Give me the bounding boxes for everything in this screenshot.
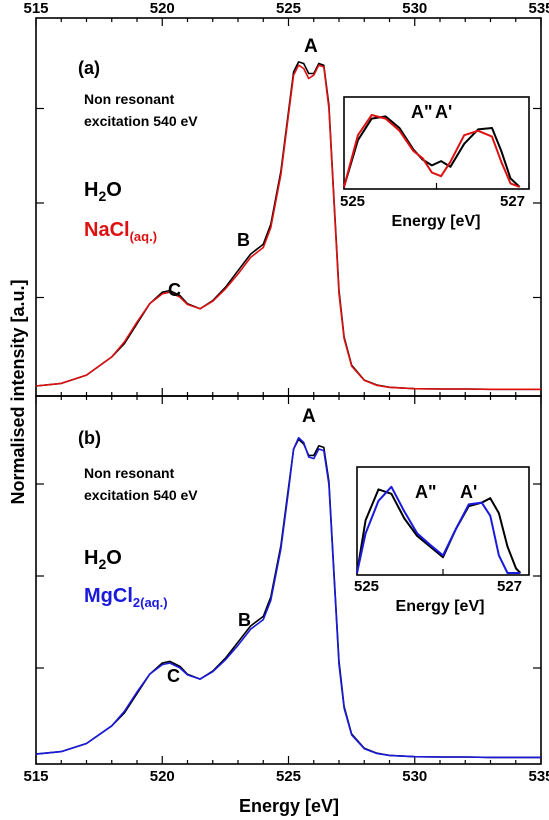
panel-b-inset-frame [356, 466, 530, 576]
panel-b-inset: A" A' 525 527 Energy [eV] [354, 466, 530, 615]
panel-a-inset-ticks [343, 183, 530, 189]
panel-b-peak-A: A [302, 406, 316, 427]
panel-a-inset-xlabel: Energy [eV] [392, 213, 481, 230]
panel-b-inset-label-A2: A" [415, 482, 437, 502]
panel-a-inset: A" A' 525 527 Energy [eV] [340, 96, 530, 230]
panel-a-peak-A: A [304, 36, 318, 57]
panel-a-legend-ref: H2O [84, 179, 122, 204]
panel-b-legend-sample-sub: 2(aq.) [133, 595, 168, 610]
x-tick-label-top-3: 530 [402, 0, 427, 17]
bottom-tick-labels: 515 520 525 530 535 [23, 768, 549, 785]
panel-a-peak-C: C [168, 280, 181, 300]
x-tick-label-bottom-0: 515 [23, 768, 48, 785]
panel-a-inset-xtick-right: 527 [500, 193, 525, 210]
panel-a-legend-ref-main: H [84, 179, 98, 201]
panel-a-legend-sample-sub: (aq.) [130, 229, 157, 244]
panel-b-legend-ref-tail: O [106, 547, 122, 569]
panel-a-note-line2: excitation 540 eV [84, 113, 198, 129]
panel-a-legend-sample-main: NaCl [84, 219, 130, 241]
panel-b-legend-sample-main: MgCl [84, 585, 133, 607]
panel-b-note-line2: excitation 540 eV [84, 487, 198, 503]
panel-b-legend-ref-main: H [84, 547, 98, 569]
panel-a-inset-series-line-0 [343, 115, 521, 188]
panel-a-inset-lines [343, 114, 521, 188]
panel-a-legend-ref-tail: O [106, 179, 122, 201]
x-tick-label-top-0: 515 [23, 0, 48, 17]
panel-b-peak-C: C [167, 666, 180, 686]
panel-b-inset-xtick-left: 525 [354, 578, 379, 595]
x-tick-label-top-4: 535 [528, 0, 549, 17]
panel-b-frame [35, 395, 542, 765]
top-tick-labels: 515 520 525 530 535 [23, 0, 549, 17]
panel-b-inset-series-line-1 [356, 485, 521, 574]
panel-b-inset-series-line-0 [356, 488, 522, 574]
panel-a-inset-series-line-1 [343, 114, 521, 188]
panel-b-legend-ref: H2O [84, 547, 122, 572]
panel-b-peak-B: B [238, 610, 251, 630]
panel-a-note-line1: Non resonant [84, 91, 175, 107]
panel-a-inset-label-A1: A' [435, 102, 452, 122]
panel-b-series-line-1 [35, 436, 541, 759]
y-axis-title: Normalised intensity [a.u.] [8, 279, 28, 504]
panel-b-legend-sample: MgCl2(aq.) [84, 585, 168, 610]
panel-b-inset-label-A1: A' [460, 482, 477, 502]
x-tick-label-bottom-4: 535 [528, 768, 549, 785]
panel-a-inset-xtick-left: 525 [340, 193, 365, 210]
panel-b-legend-ref-sub: 2 [98, 556, 106, 572]
panel-a-label: (a) [78, 58, 100, 78]
panel-a: (a) Non resonant excitation 540 eV H2O N… [35, 17, 542, 397]
panel-b-label: (b) [78, 428, 101, 448]
x-tick-label-bottom-2: 525 [276, 768, 301, 785]
panel-a-series-line-1 [35, 64, 541, 391]
panel-a-legend-sample: NaCl(aq.) [84, 219, 157, 244]
panel-b-lines [35, 436, 541, 759]
x-tick-label-top-1: 520 [150, 0, 175, 17]
panel-b: (b) Non resonant excitation 540 eV H2O M… [35, 395, 542, 765]
x-tick-label-top-2: 525 [276, 0, 301, 17]
panel-b-inset-lines [356, 485, 522, 574]
x-tick-label-bottom-1: 520 [150, 768, 175, 785]
panel-a-peak-B: B [237, 230, 250, 250]
panel-a-inset-label-A2: A" [411, 102, 433, 122]
x-axis-title: Energy [eV] [239, 796, 339, 816]
panel-b-inset-ticks [356, 569, 530, 575]
panel-a-ticks [35, 18, 542, 396]
x-tick-label-bottom-3: 530 [402, 768, 427, 785]
panel-b-ticks [35, 396, 542, 764]
panel-b-note-line1: Non resonant [84, 465, 175, 481]
panel-a-legend-ref-sub: 2 [98, 188, 106, 204]
panel-a-lines [35, 61, 541, 391]
panel-b-inset-xlabel: Energy [eV] [396, 598, 485, 615]
panel-a-frame [35, 17, 542, 397]
panel-b-inset-xtick-right: 527 [497, 578, 522, 595]
